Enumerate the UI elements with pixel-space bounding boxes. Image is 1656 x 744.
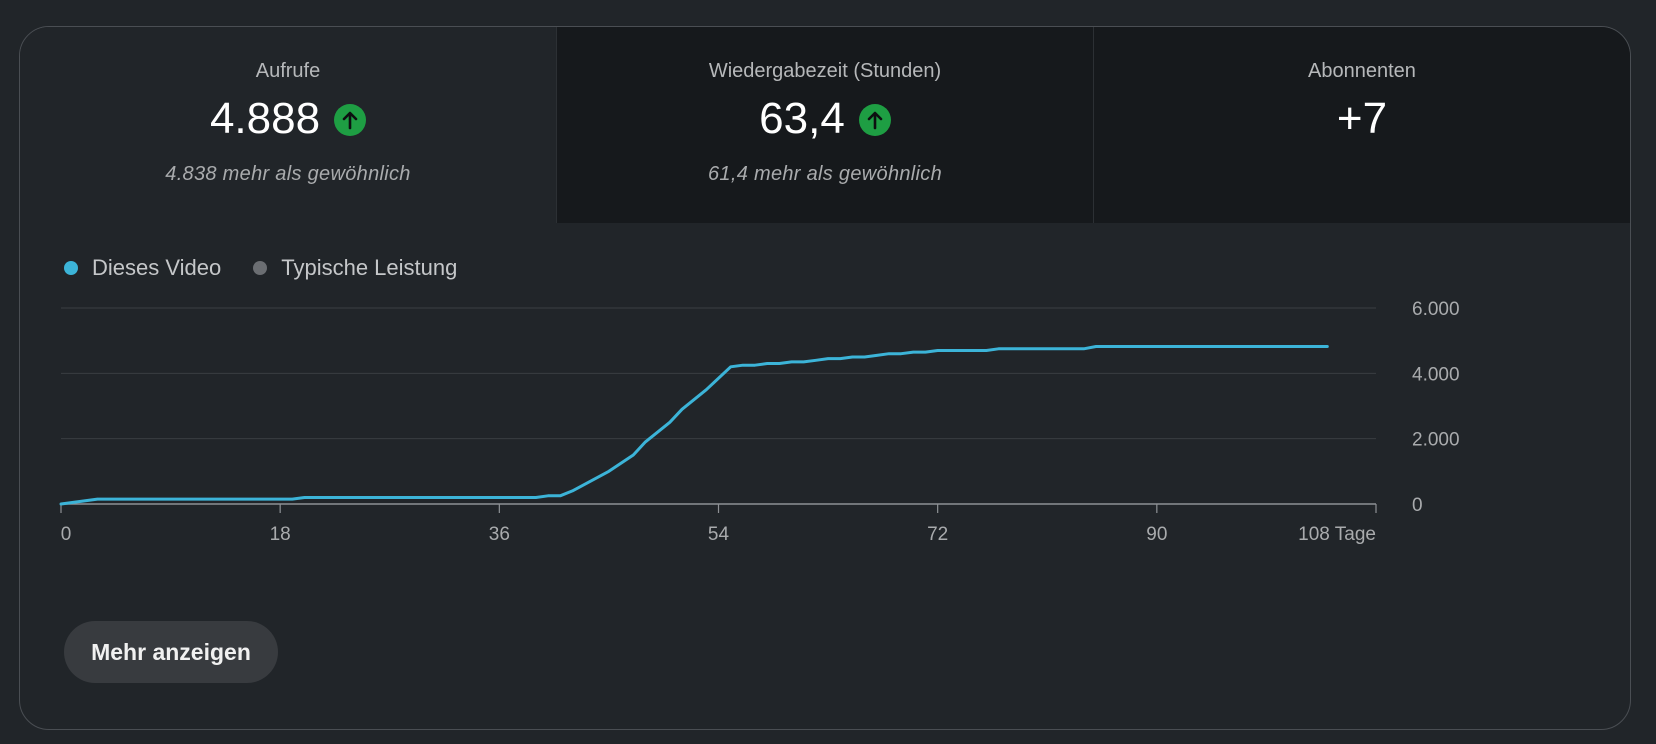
x-tick-label: 72 — [927, 524, 948, 545]
metric-tab-wiedergabezeit[interactable]: Wiedergabezeit (Stunden) 63,4 61,4 mehr … — [556, 27, 1093, 223]
metric-tab-aufrufe[interactable]: Aufrufe 4.888 4.838 mehr als gewöhnlich — [20, 27, 556, 223]
x-tick-label: 90 — [1146, 524, 1167, 545]
arrow-up-circle-icon — [858, 104, 891, 136]
views-line-chart: 0 2.000 4.000 6.000 0 18 36 54 72 90 108 Tage — [59, 299, 1460, 545]
legend-dot — [64, 261, 78, 275]
metric-comparison: 61,4 mehr als gewöhnlich — [708, 163, 942, 185]
arrow-up-circle-icon — [334, 104, 367, 136]
analytics-card: Aufrufe 4.888 4.838 mehr als gewöhnlich … — [19, 26, 1631, 730]
metric-comparison: 4.838 mehr als gewöhnlich — [165, 163, 411, 185]
chart-legend: Dieses Video Typische Leistung — [64, 255, 489, 281]
show-more-button[interactable]: Mehr anzeigen — [64, 621, 278, 683]
x-tick-label: 18 — [270, 524, 291, 545]
legend-item-typical[interactable]: Typische Leistung — [253, 255, 457, 281]
x-tick-label: 54 — [708, 524, 730, 545]
metric-value: 63,4 — [759, 94, 845, 143]
y-tick-label: 2.000 — [1412, 430, 1460, 451]
metric-value: 4.888 — [209, 94, 321, 143]
metric-title: Aufrufe — [255, 60, 321, 82]
legend-label: Typische Leistung — [281, 255, 458, 280]
y-tick-label: 4.000 — [1412, 364, 1460, 385]
metric-title: Wiedergabezeit (Stunden) — [708, 60, 942, 82]
y-tick-label: 0 — [1412, 495, 1423, 516]
legend-label: Dieses Video — [92, 255, 222, 280]
legend-dot — [253, 261, 268, 275]
y-tick-label: 6.000 — [1412, 299, 1460, 320]
x-tick-label: 36 — [489, 524, 510, 545]
x-tick-label: 0 — [61, 524, 72, 545]
series-line-this-video — [59, 345, 1329, 506]
x-tick-label: 108 Tage — [1298, 524, 1376, 545]
metric-tabs: Aufrufe 4.888 4.838 mehr als gewöhnlich … — [20, 27, 1630, 223]
metric-tab-abonnenten[interactable]: Abonnenten +7 — [1093, 27, 1630, 223]
metric-title: Abonnenten — [1308, 60, 1416, 82]
metric-value: +7 — [1336, 94, 1388, 143]
legend-item-this-video[interactable]: Dieses Video — [64, 255, 221, 281]
